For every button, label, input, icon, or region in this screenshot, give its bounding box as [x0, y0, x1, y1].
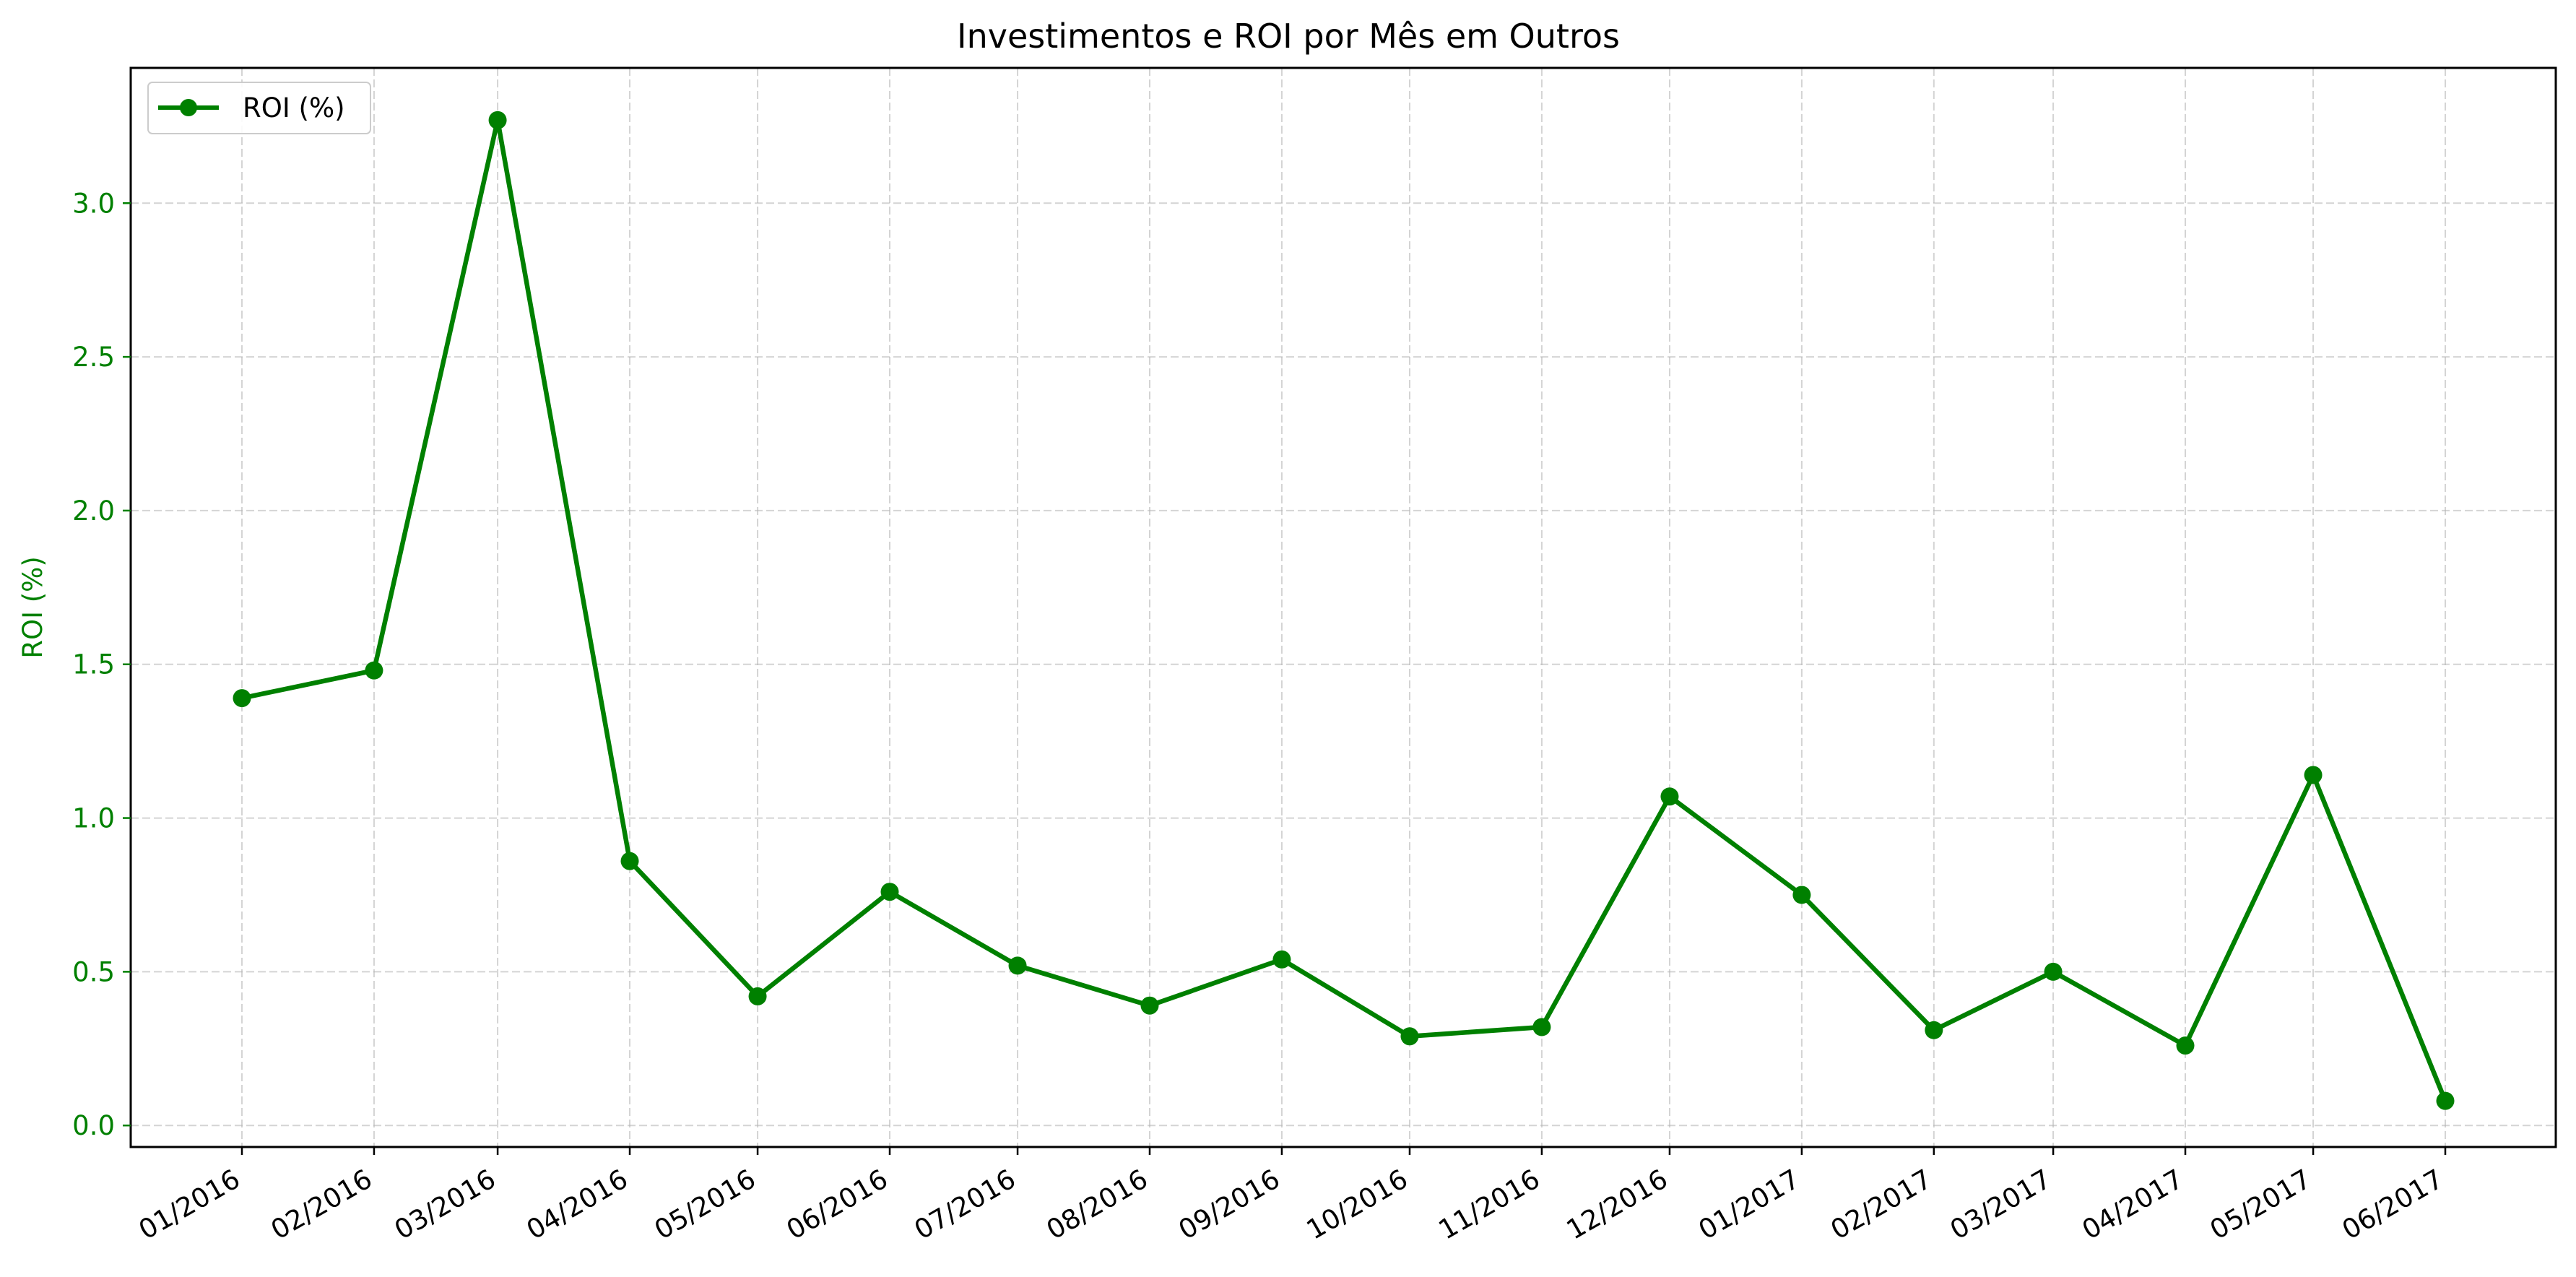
data-point — [2044, 962, 2063, 981]
data-point — [1400, 1027, 1419, 1046]
x-axis: 01/2016 02/2016 03/2016 04/2016 05/2016 06/20… — [134, 1147, 2449, 1246]
x-tick-label: 01/2017 — [1694, 1164, 1805, 1246]
data-point — [620, 852, 639, 870]
data-point — [1925, 1021, 1943, 1039]
x-tick-label: 04/2016 — [521, 1164, 633, 1246]
series-group — [233, 111, 2455, 1110]
data-point — [1272, 950, 1291, 969]
data-point — [2176, 1036, 2195, 1055]
data-point — [1008, 956, 1027, 975]
y-tick-label: 2.5 — [72, 342, 115, 373]
chart-title: Investimentos e ROI por Mês em Outros — [957, 17, 1620, 56]
x-tick-label: 02/2016 — [266, 1164, 378, 1246]
y-tick-label: 0.5 — [72, 956, 115, 987]
y-axis-label: ROI (%) — [17, 556, 48, 659]
x-tick-label: 03/2016 — [389, 1164, 501, 1246]
data-point — [1532, 1018, 1551, 1036]
data-point — [1140, 996, 1159, 1015]
data-point — [233, 689, 251, 708]
data-point — [1792, 886, 1811, 904]
data-point — [2436, 1091, 2455, 1110]
data-point — [1660, 787, 1679, 806]
x-tick-label: 09/2016 — [1174, 1164, 1285, 1246]
x-tick-label: 11/2016 — [1434, 1164, 1545, 1246]
data-point — [2304, 766, 2323, 784]
data-point — [488, 111, 507, 129]
series-line — [241, 118, 2448, 1102]
y-tick-label: 3.0 — [72, 188, 115, 219]
x-tick-label: 07/2016 — [909, 1164, 1021, 1246]
x-tick-label: 08/2016 — [1041, 1164, 1153, 1246]
x-tick-label: 06/2017 — [2337, 1164, 2449, 1246]
x-tick-label: 05/2016 — [649, 1164, 761, 1246]
y-tick-label: 1.0 — [72, 803, 115, 834]
grid-lines — [131, 68, 2556, 1147]
data-point — [748, 987, 767, 1005]
x-tick-label: 03/2017 — [1945, 1164, 2057, 1246]
x-tick-label: 12/2016 — [1561, 1164, 1673, 1246]
x-tick-label: 10/2016 — [1301, 1164, 1413, 1246]
x-tick-label: 06/2016 — [781, 1164, 893, 1246]
legend-marker — [180, 99, 197, 116]
x-tick-label: 04/2017 — [2077, 1164, 2189, 1246]
x-tick-label: 05/2017 — [2205, 1164, 2317, 1246]
x-tick-label: 02/2017 — [1826, 1164, 1938, 1246]
data-point — [880, 883, 899, 901]
y-axis: 0.0 0.5 1.0 1.5 2.0 2.5 3.0 — [72, 188, 131, 1141]
legend-label: ROI (%) — [243, 92, 345, 124]
y-tick-label: 0.0 — [72, 1110, 115, 1141]
legend: ROI (%) — [147, 82, 371, 134]
y-tick-label: 2.0 — [72, 495, 115, 527]
y-tick-label: 1.5 — [72, 649, 115, 680]
plot-area — [129, 66, 2557, 1148]
legend-box — [147, 82, 371, 134]
data-point — [365, 661, 383, 680]
x-tick-label: 01/2016 — [134, 1164, 246, 1246]
